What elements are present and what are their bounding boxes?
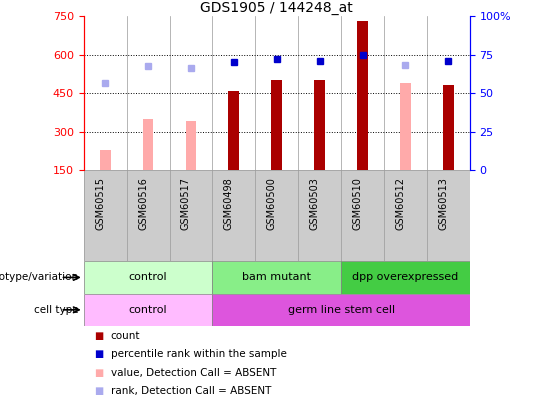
Text: ■: ■ [94,368,104,377]
Text: value, Detection Call = ABSENT: value, Detection Call = ABSENT [111,368,276,377]
Text: rank, Detection Call = ABSENT: rank, Detection Call = ABSENT [111,386,271,396]
Text: cell type: cell type [33,305,78,315]
Text: genotype/variation: genotype/variation [0,273,78,282]
Text: GSM60517: GSM60517 [181,177,191,230]
Bar [357,21,368,170]
Text: control: control [129,305,167,315]
Bar [443,85,454,170]
Text: ■: ■ [94,350,104,359]
Text: GSM60503: GSM60503 [309,177,320,230]
Bar [272,80,282,170]
Bar [228,91,239,170]
Bar [341,261,470,294]
Text: ■: ■ [94,386,104,396]
Text: GSM60510: GSM60510 [353,177,362,230]
Bar [400,83,411,170]
Bar [84,294,212,326]
Bar [100,149,111,170]
Text: control: control [129,273,167,282]
Title: GDS1905 / 144248_at: GDS1905 / 144248_at [200,1,353,15]
Bar [186,122,197,170]
Text: percentile rank within the sample: percentile rank within the sample [111,350,287,359]
Text: GSM60515: GSM60515 [95,177,105,230]
Text: GSM60516: GSM60516 [138,177,148,230]
Text: bam mutant: bam mutant [242,273,311,282]
Text: count: count [111,331,140,341]
Text: ■: ■ [94,331,104,341]
Text: GSM60500: GSM60500 [267,177,277,230]
Bar [212,261,341,294]
Bar [314,80,325,170]
Text: germ line stem cell: germ line stem cell [287,305,395,315]
Bar [84,261,212,294]
Text: GSM60513: GSM60513 [438,177,448,230]
Text: GSM60498: GSM60498 [224,177,234,230]
Text: GSM60512: GSM60512 [395,177,406,230]
Bar [143,119,153,170]
Text: dpp overexpressed: dpp overexpressed [352,273,458,282]
Bar [212,294,470,326]
